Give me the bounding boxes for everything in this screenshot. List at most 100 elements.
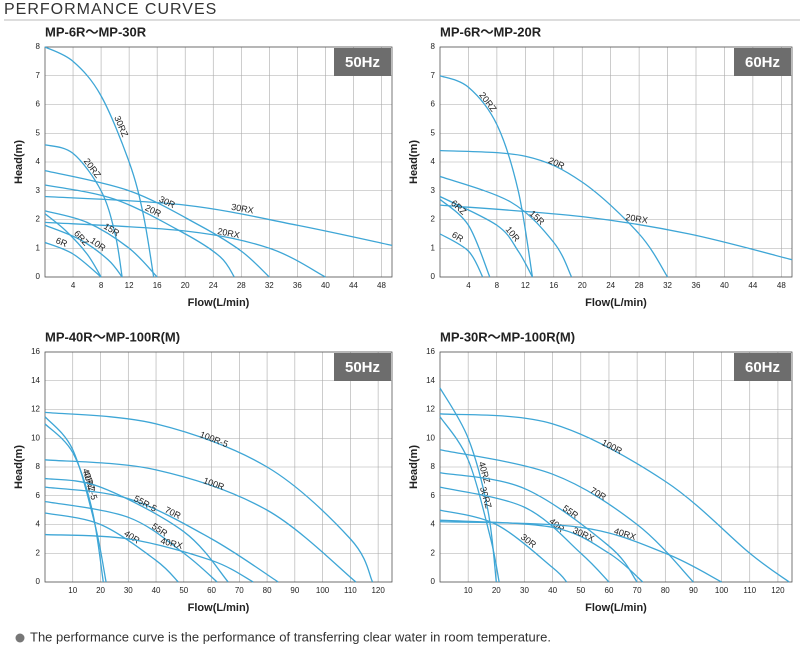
y-tick-label: 5 [36,128,41,137]
curve [44,533,254,583]
y-tick-label: 4 [431,520,436,529]
plot-frame [439,46,793,278]
badge: 50Hz [345,54,380,71]
y-tick-label: 0 [36,577,41,586]
badge-box [734,353,791,381]
curve-label: 55R [561,503,581,521]
x-tick-label: 20 [96,586,105,595]
curve [44,241,102,278]
curve [439,195,534,278]
y-tick-label: 0 [431,272,436,281]
x-tick-label: 48 [777,281,786,290]
x-tick-label: 50 [576,586,585,595]
curve-label: 100R [202,475,226,492]
x-tick-label: 48 [377,281,386,290]
curve-label: 70R [163,505,183,521]
x-axis-label: Flow(L/min) [188,602,250,614]
x-tick-label: 20 [181,281,190,290]
x-tick-label: 120 [771,586,785,595]
x-tick-label: 70 [633,586,642,595]
y-tick-label: 2 [36,215,41,224]
curve [44,411,374,583]
curve [44,221,326,278]
y-tick-label: 8 [431,42,436,51]
x-tick-label: 16 [549,281,558,290]
x-tick-label: 28 [635,281,644,290]
x-tick-label: 20 [492,586,501,595]
y-tick-label: 6 [36,491,41,500]
chart-title: MP-30R～MP-100R(M) [440,329,575,344]
curve [44,500,218,583]
y-tick-label: 5 [431,128,436,137]
y-tick-label: 2 [431,548,436,557]
y-tick-label: 1 [431,243,436,252]
x-tick-label: 60 [605,586,614,595]
chart-title: MP-40R～MP-100R(M) [45,329,180,344]
y-tick-label: 7 [431,71,436,80]
x-tick-label: 36 [293,281,302,290]
x-tick-label: 4 [466,281,471,290]
y-tick-label: 4 [431,157,436,166]
y-axis-label: Head(m) [408,445,420,489]
curve [44,184,235,278]
x-tick-label: 40 [152,586,161,595]
x-tick-label: 70 [235,586,244,595]
x-tick-label: 100 [715,586,729,595]
x-tick-label: 32 [663,281,672,290]
x-tick-label: 36 [692,281,701,290]
x-tick-label: 80 [661,586,670,595]
y-tick-label: 0 [431,577,436,586]
x-tick-label: 10 [464,586,473,595]
curve-label: 20RZ [477,90,499,114]
x-axis-label: Flow(L/min) [188,297,250,309]
curve-label: 30RX [230,202,254,216]
x-tick-label: 90 [290,586,299,595]
x-tick-label: 24 [209,281,218,290]
y-tick-label: 14 [31,376,40,385]
y-tick-label: 14 [426,376,435,385]
curve [44,512,179,583]
x-tick-label: 40 [548,586,557,595]
y-tick-label: 4 [36,520,41,529]
y-tick-label: 8 [431,462,436,471]
curve-label: 6RZ [449,198,469,217]
curve [44,459,357,583]
x-tick-label: 12 [125,281,134,290]
y-tick-label: 6 [431,491,436,500]
x-tick-label: 24 [606,281,615,290]
curve [44,46,155,278]
curve-label: 100R-5 [198,429,229,449]
x-tick-label: 28 [237,281,246,290]
x-tick-label: 20 [578,281,587,290]
curve-label: 6R [54,235,69,249]
y-tick-label: 16 [426,347,435,356]
curve [439,509,568,583]
x-tick-label: 110 [344,586,357,595]
curve [439,416,500,583]
curve [44,416,107,583]
y-tick-label: 12 [31,405,40,414]
x-tick-label: 30 [520,586,529,595]
plot-frame [44,351,393,583]
badge-box [334,353,391,381]
x-tick-label: 44 [349,281,358,290]
y-axis-label: Head(m) [13,445,25,489]
curve-label: 55R-5 [132,493,158,513]
chart-title: MP-6R～MP-30R [45,24,147,39]
y-tick-label: 10 [31,433,40,442]
y-tick-label: 8 [36,42,41,51]
page-title: PERFORMANCE CURVES [4,1,217,18]
x-tick-label: 40 [321,281,330,290]
badge: 60Hz [745,54,780,71]
y-tick-label: 12 [426,405,435,414]
curve [44,224,123,278]
curve [439,413,790,583]
chart: MP-40R～MP-100R(M) 0 2 4 6 8 10 12 14 16 10 20 30 40 50… [13,329,393,614]
x-tick-label: 10 [68,586,77,595]
plot-frame [439,351,793,583]
x-axis-label: Flow(L/min) [585,602,647,614]
x-tick-label: 32 [265,281,274,290]
